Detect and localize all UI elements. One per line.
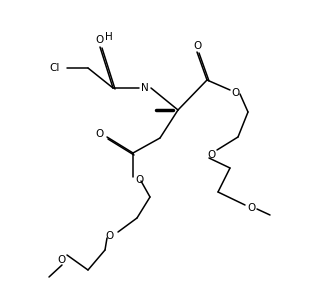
Text: O: O bbox=[96, 35, 104, 45]
Text: O: O bbox=[193, 41, 201, 51]
Text: Cl: Cl bbox=[50, 63, 60, 73]
Text: O: O bbox=[136, 175, 144, 185]
Text: O: O bbox=[96, 129, 104, 139]
Text: O: O bbox=[231, 88, 239, 98]
Text: O: O bbox=[106, 231, 114, 241]
Text: O: O bbox=[208, 150, 216, 160]
Text: H: H bbox=[105, 32, 113, 42]
Text: O: O bbox=[248, 203, 256, 213]
Text: N: N bbox=[141, 83, 149, 93]
Text: O: O bbox=[58, 255, 66, 265]
